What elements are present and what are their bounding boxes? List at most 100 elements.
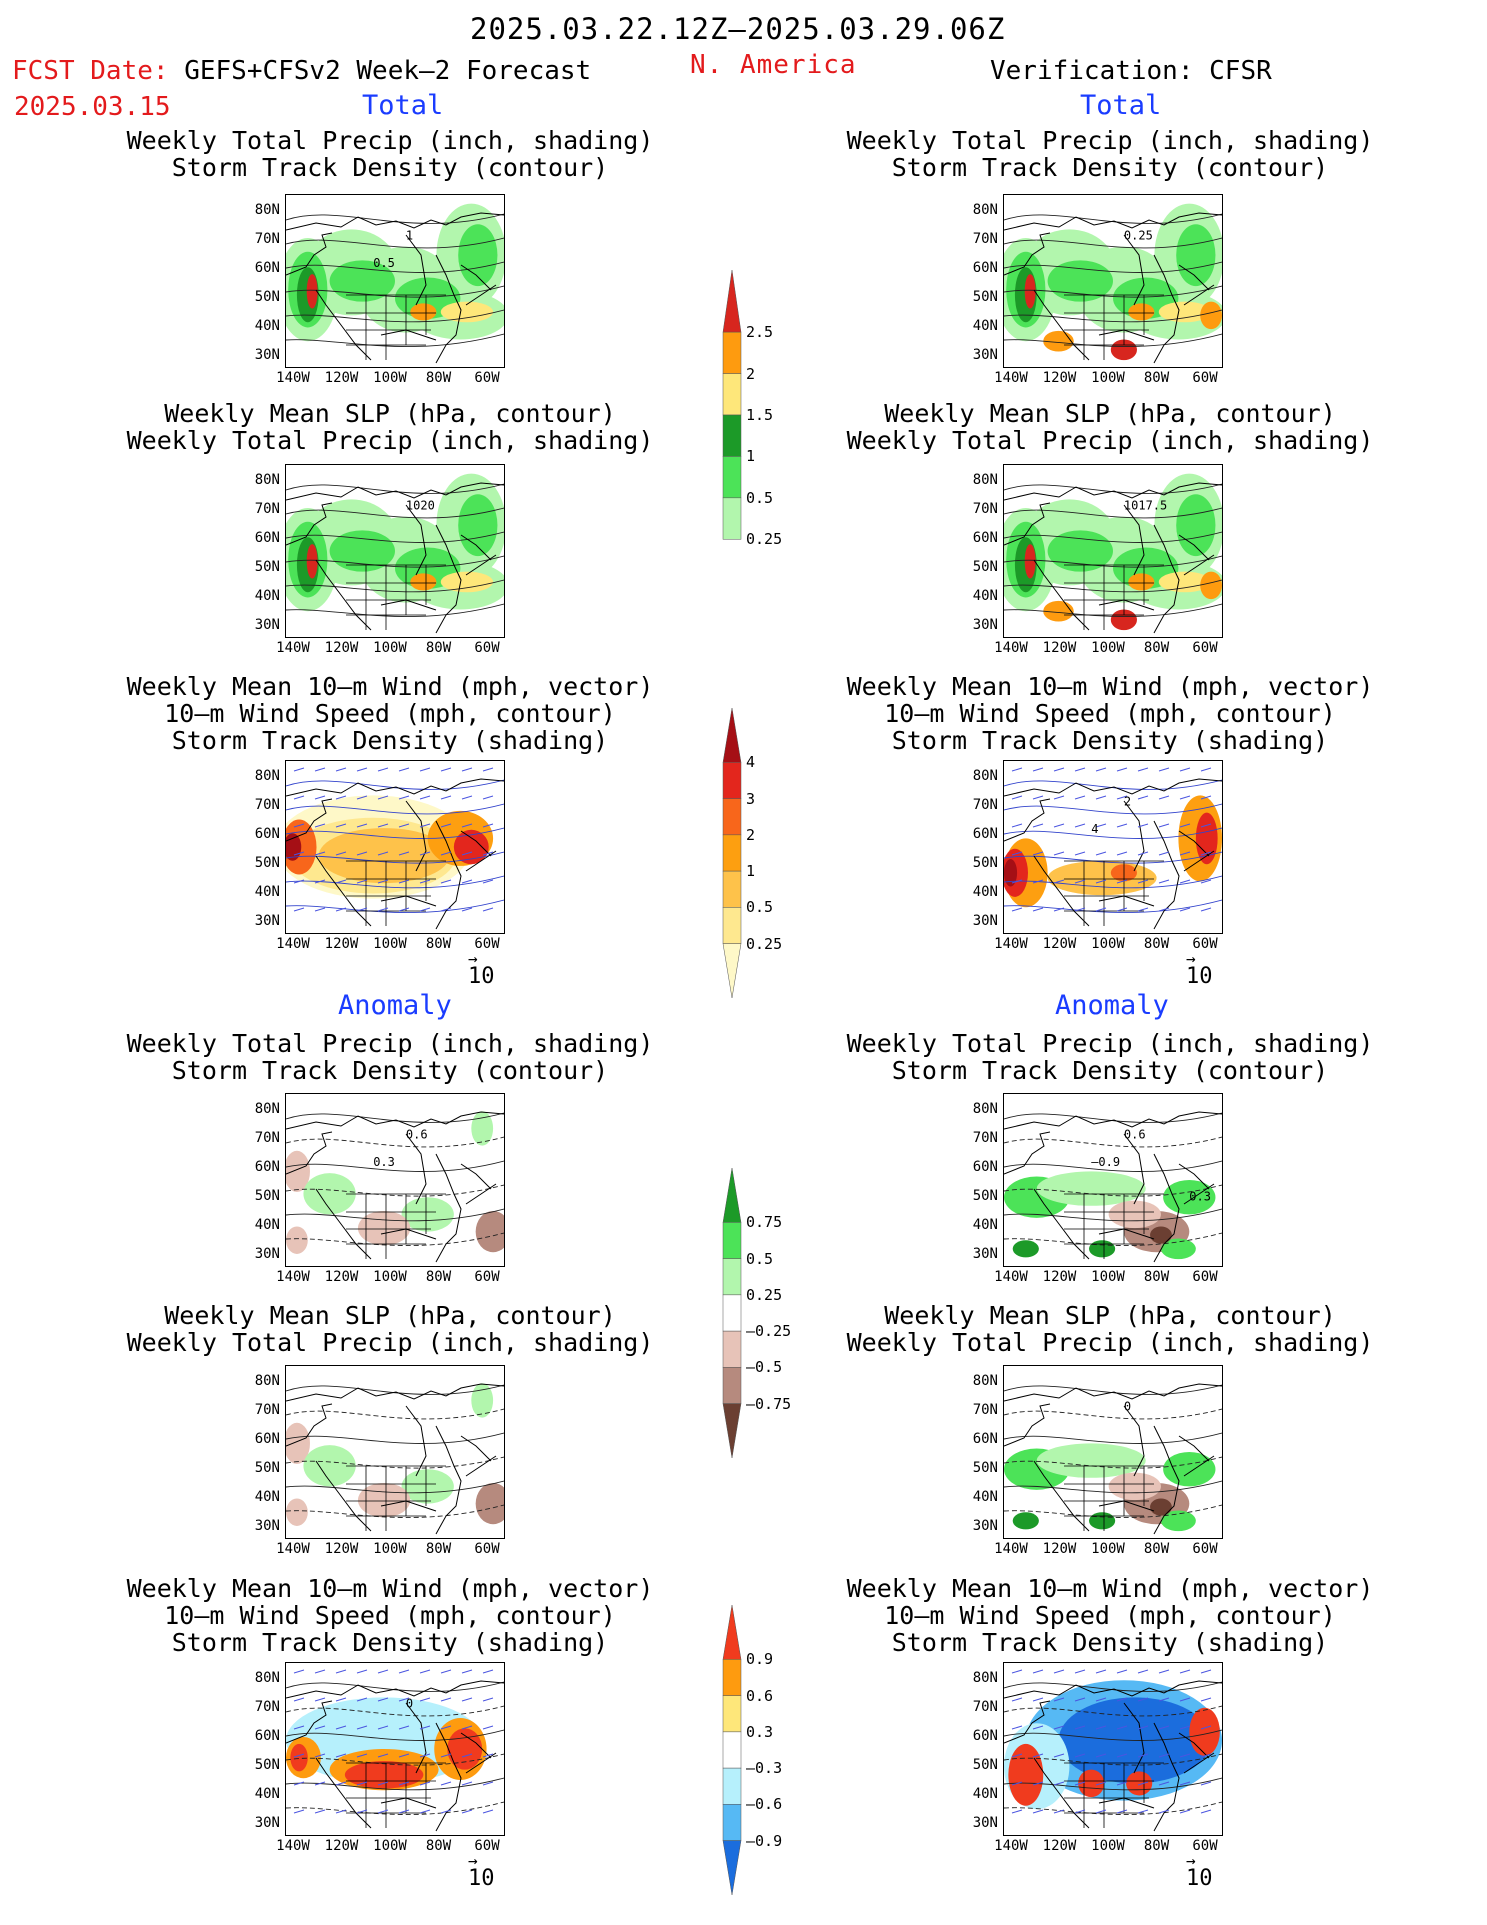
contour-line [1004,1480,1222,1494]
colorbar-segment [722,1222,742,1259]
colorbar-label: –0.9 [746,1831,783,1850]
lon-label: 80W [425,1838,452,1854]
colorbar-segment [722,870,742,908]
shading-region [1047,260,1113,302]
contour-line [1004,875,1222,889]
lat-label: 70N [972,1402,998,1418]
lon-label: 80W [1143,1269,1170,1285]
lat-label: 40N [972,1786,998,1802]
f-total-wind-title-line: Storm Track Density (shading) [171,726,609,755]
colorbar-label: 4 [746,753,756,772]
lon-label: 140W [994,936,1028,952]
lat-label: 50N [254,1757,280,1773]
contour-line [286,1408,504,1420]
section-total-left: Total [362,90,444,121]
contour-line [286,507,504,519]
v-anom-precip-title-line: Weekly Total Precip (inch, shading) [846,1029,1374,1058]
lat-label: 80N [972,472,998,488]
lat-label: 40N [972,1217,998,1233]
f-anom-wind-map-canvas: 0 [286,1669,504,1832]
contour-label: 1020 [406,499,435,513]
wind-vector [461,879,473,884]
wind-vector [482,907,494,912]
lon-label: 60W [474,1838,500,1854]
wind-vector [1116,1669,1128,1674]
v-anom-wind-map-canvas [1004,1669,1222,1832]
wind-vector [1158,1697,1170,1702]
v-anom-wind-map [1003,1662,1223,1836]
wind-vector [1095,879,1107,884]
wind-vector [482,767,494,772]
shading-region [1047,530,1113,572]
wind-vector [482,1669,494,1674]
lon-label: 120W [1042,370,1077,386]
shading-region [1012,1240,1039,1258]
wind-vector [1032,1781,1044,1786]
colorbar-segment [722,373,742,416]
lat-label: 70N [254,1402,280,1418]
wind-vector [1137,795,1149,800]
wind-vector [356,823,368,828]
lon-label: 140W [994,1541,1028,1557]
wind-vector [1179,1809,1191,1814]
v-anom-slp-title-line: Weekly Mean SLP (hPa, contour) [884,1301,1336,1330]
lon-label: 120W [324,640,359,656]
wind-vector [293,795,305,800]
contour-line [1004,1504,1222,1518]
lat-label: 60N [972,1728,998,1744]
shading-region [1008,1743,1044,1806]
shading-region [1036,1443,1146,1478]
state-borders [1064,1465,1164,1531]
shading-region [1012,1512,1039,1530]
wind-vector [1095,795,1107,800]
contour-line [286,899,504,913]
shading-region [357,1210,411,1246]
wind-vector [398,1781,410,1786]
contour-line [286,237,504,249]
lat-label: 40N [254,1786,280,1802]
wind-vector [1032,1725,1044,1730]
lon-label: 80W [425,1541,452,1557]
shading-region [1163,1180,1216,1215]
wind-vector [1116,823,1128,828]
wind-vector [1095,851,1107,856]
lat-label: 60N [254,826,280,842]
wind-vector [1011,1809,1023,1814]
contour-line [1004,899,1222,913]
shading-region [471,1111,494,1146]
wind-vector [461,1809,473,1814]
wind-vector [314,1753,326,1758]
lon-label: 80W [425,1269,452,1285]
lat-label: 30N [972,347,998,363]
lon-label: 140W [276,370,310,386]
f-total-wind-map-canvas [286,767,504,930]
shading-region [471,1383,494,1418]
lon-label: 120W [1042,1541,1077,1557]
wind-vector [440,767,452,772]
contour-label: 0 [406,1697,413,1711]
wind-vector [1179,1753,1191,1758]
state-borders [1064,1193,1164,1259]
wind-vector [1074,1725,1086,1730]
wind-vector [335,907,347,912]
wind-vector [293,907,305,912]
v-anom-precip-map-canvas: 0.6 –0.9 0.3 [1004,1111,1222,1263]
wind-vector [1053,907,1065,912]
wind-vector [419,1669,431,1674]
fcst-model: GEFS+CFSv2 Week–2 Forecast [184,56,592,86]
wind-vector [1158,767,1170,772]
v-total-precip-map-canvas: 0.25 [1004,203,1222,364]
lat-label: 30N [254,1246,280,1262]
wind-vector [1074,851,1086,856]
wind-vector [1137,1753,1149,1758]
wind-vector [335,1781,347,1786]
wind-vector [1032,1753,1044,1758]
contour-line [286,875,504,889]
contour-line [1004,1232,1222,1246]
wind-vector [1179,1781,1191,1786]
lon-label: 80W [425,370,452,386]
shading-region [1128,303,1155,321]
colorbar-segment [722,414,742,457]
contour-label: 0.5 [373,256,395,270]
wind-vector [1137,823,1149,828]
